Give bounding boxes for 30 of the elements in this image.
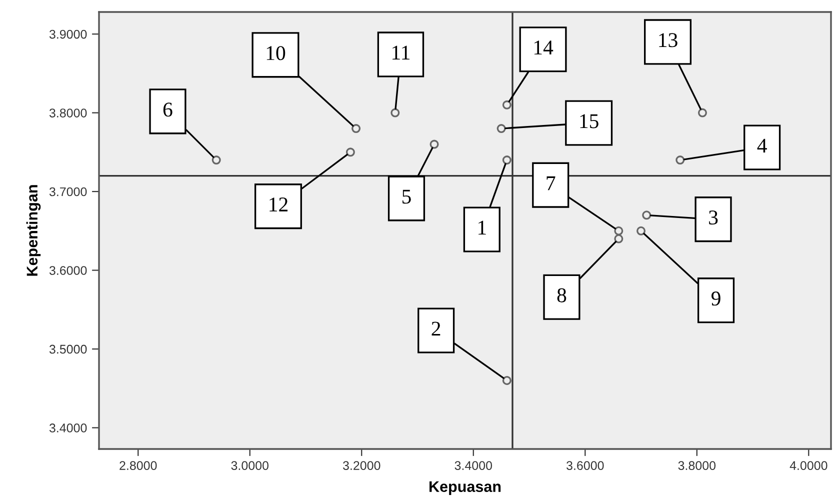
y-tick-label: 3.4000 — [49, 424, 87, 432]
annotation: 13 — [659, 33, 678, 48]
annotation: 2 — [432, 322, 440, 336]
annotation: 6 — [163, 102, 172, 117]
annotation: 12 — [270, 198, 288, 212]
x-tick-label: 3.8000 — [678, 461, 716, 470]
y-tick-label: 3.8000 — [49, 108, 87, 118]
y-tick-label: 3.5000 — [49, 344, 87, 354]
x-axis-title: Kepuasan — [430, 481, 501, 496]
annotation: 8 — [557, 288, 566, 302]
x-tick-label: 3.0000 — [231, 461, 268, 470]
x-tick-label: 4.0000 — [790, 461, 828, 470]
x-tick-label: 3.6000 — [566, 461, 604, 470]
annotation: 1 — [478, 220, 486, 234]
x-tick-label: 2.8000 — [120, 461, 157, 470]
annotation: 4 — [757, 138, 767, 153]
annotation: 14 — [534, 40, 554, 54]
y-tick-label: 3.9000 — [49, 30, 87, 39]
x-tick-label: 3.4000 — [454, 461, 492, 470]
x-tick-label: 3.2000 — [342, 461, 380, 470]
y-tick-label: 3.7000 — [49, 187, 87, 196]
y-axis-title: Kepentingan — [26, 185, 41, 276]
annotation: 11 — [392, 46, 410, 60]
annotation: 7 — [546, 176, 556, 190]
annotation: 5 — [402, 190, 411, 204]
annotation: 9 — [711, 292, 720, 306]
annotation: 10 — [266, 46, 286, 60]
y-tick-label: 3.6000 — [49, 266, 87, 275]
annotation: 15 — [580, 114, 598, 128]
annotation: 3 — [709, 210, 718, 225]
